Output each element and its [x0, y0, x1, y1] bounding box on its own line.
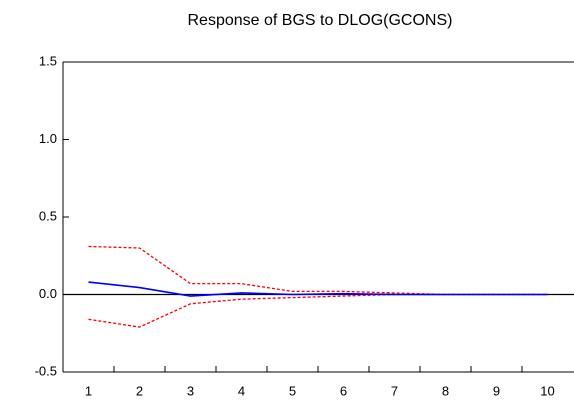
y-tick-label: 0.0: [39, 286, 57, 301]
x-tick-label: 2: [136, 383, 143, 398]
y-tick-label: 1.5: [39, 53, 57, 68]
x-tick-label: 10: [540, 383, 554, 398]
y-tick-label: 1.0: [39, 131, 57, 146]
x-tick-label: 9: [493, 383, 500, 398]
x-tick-label: 7: [391, 383, 398, 398]
x-tick-label: 6: [340, 383, 347, 398]
y-tick-label: 0.5: [39, 208, 57, 223]
y-tick-label: -0.5: [35, 363, 57, 378]
x-tick-label: 8: [442, 383, 449, 398]
x-tick-label: 1: [85, 383, 92, 398]
x-tick-label: 5: [289, 383, 296, 398]
x-tick-label: 4: [238, 383, 245, 398]
series-line: [88, 293, 548, 328]
series-line: [88, 281, 548, 297]
chart-title: Response of BGS to DLOG(GCONS): [188, 12, 453, 29]
x-tick-label: 3: [187, 383, 194, 398]
series-line: [88, 245, 548, 296]
